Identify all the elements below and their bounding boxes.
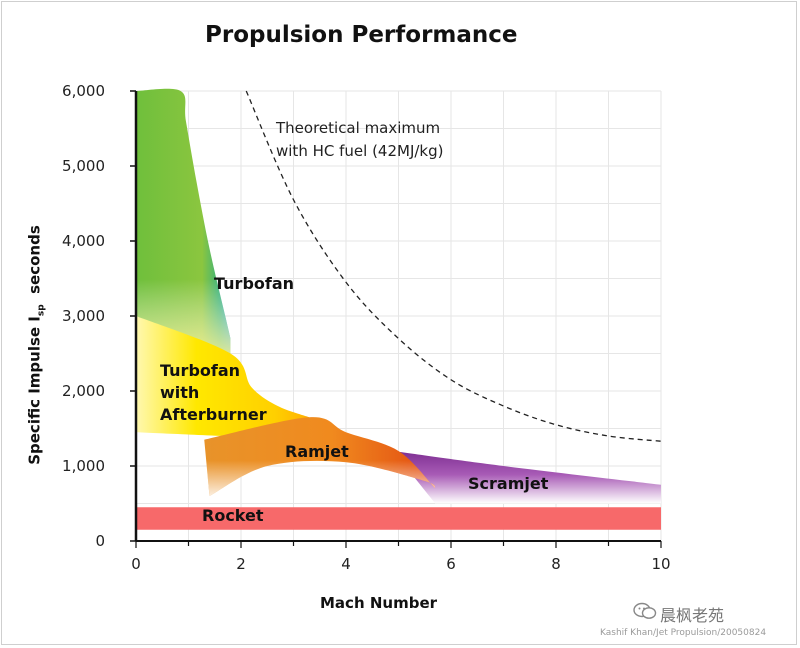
- x-axis-label: Mach Number: [320, 594, 438, 612]
- chart-title: Propulsion Performance: [205, 22, 518, 48]
- ramjet-region-fade: [204, 417, 436, 496]
- y-tick-label: 3,000: [62, 307, 105, 325]
- tick-labels: 0 1,000 2,000 3,000 4,000 5,000 6,000 0 2 4 6 8 10: [62, 82, 671, 573]
- y-tick-label: 2,000: [62, 382, 105, 400]
- region-areas: [136, 88, 661, 530]
- x-tick-label: 4: [341, 555, 351, 573]
- turbofan-region-fade: [136, 88, 231, 362]
- y-tick-label: 6,000: [62, 82, 105, 100]
- credit-text: Kashif Khan/Jet Propulsion/20050824: [600, 628, 767, 638]
- watermark-text: 晨枫老苑: [660, 606, 725, 625]
- y-tick-label: 5,000: [62, 157, 105, 175]
- theoretical-max-curve: [245, 90, 662, 442]
- scramjet-label: Scramjet: [468, 474, 549, 493]
- afterburner-region: [136, 316, 310, 440]
- turbofan-label: Turbofan: [214, 274, 294, 293]
- y-tick-label: 1,000: [62, 457, 105, 475]
- scramjet-region: [393, 451, 661, 504]
- x-tick-label: 8: [551, 555, 561, 573]
- afterburner-label: Afterburner: [160, 405, 267, 424]
- rocket-region: [136, 507, 661, 530]
- theoretical-max-label-line2: with HC fuel (42MJ/kg): [276, 142, 443, 160]
- y-tick-label: 4,000: [62, 232, 105, 250]
- afterburner-label: Turbofan: [160, 361, 240, 380]
- ramjet-label: Ramjet: [285, 442, 349, 461]
- x-tick-label: 2: [236, 555, 246, 573]
- theoretical-max-curve-group: Theoretical maximum with HC fuel (42MJ/kg…: [245, 90, 662, 442]
- x-tick-label: 6: [446, 555, 456, 573]
- afterburner-label: with: [160, 383, 199, 402]
- region-labels: Turbofan Turbofan with Afterburner Ramjet Scr…: [160, 274, 549, 525]
- x-tick-label: 10: [651, 555, 670, 573]
- y-tick-label: 0: [95, 532, 105, 550]
- wechat-icon: [633, 602, 657, 619]
- theoretical-max-label-line1: Theoretical maximum: [275, 119, 440, 137]
- rocket-label: Rocket: [202, 506, 264, 525]
- x-tick-label: 0: [131, 555, 141, 573]
- axes: [130, 90, 662, 548]
